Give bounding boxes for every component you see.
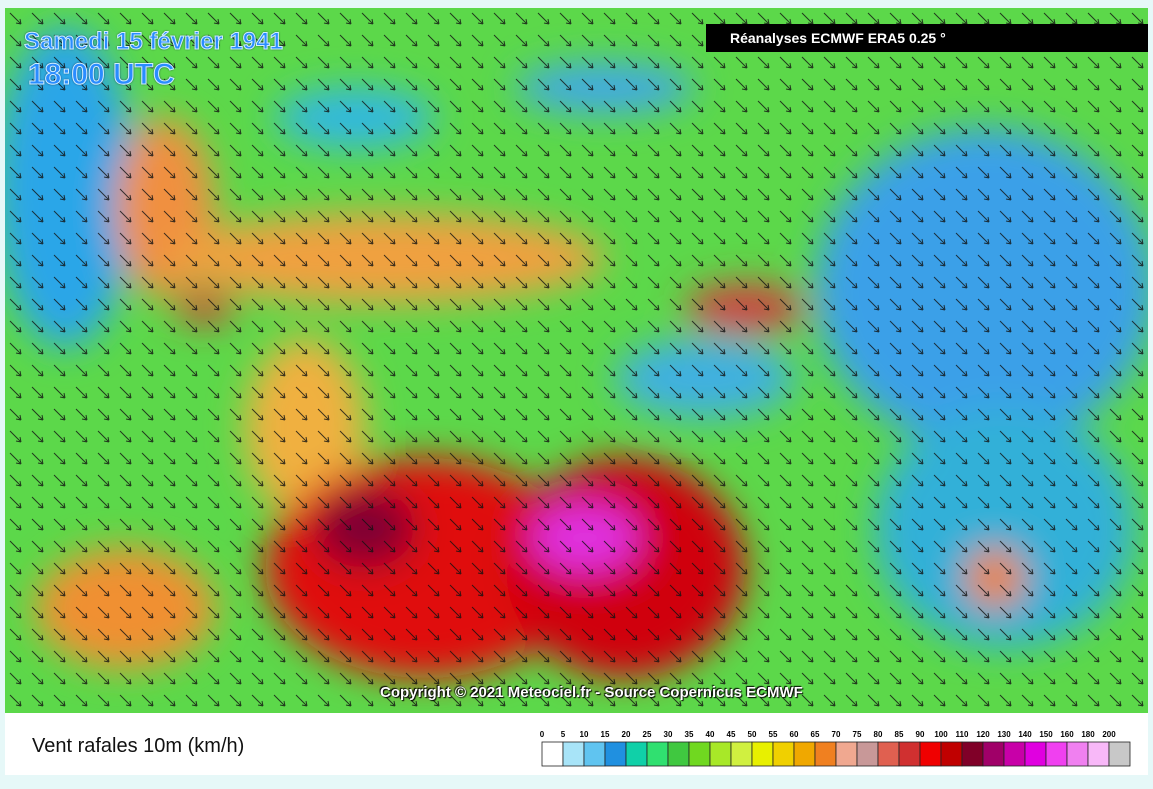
legend-label: 25 xyxy=(643,730,652,739)
legend-label: 130 xyxy=(997,730,1011,739)
legend-label: 180 xyxy=(1081,730,1095,739)
legend-label: 110 xyxy=(956,730,969,739)
legend-title: Vent rafales 10m (km/h) xyxy=(32,735,245,757)
legend-swatch xyxy=(1024,741,1047,767)
legend-swatch xyxy=(604,741,627,767)
legend-swatch xyxy=(940,741,963,767)
legend-label: 60 xyxy=(790,730,799,739)
date: Samedi 15 février 1941 xyxy=(24,28,284,56)
legend-swatch xyxy=(562,741,585,767)
legend-swatch xyxy=(667,741,690,767)
time: 18:00 UTC xyxy=(28,58,176,92)
legend-swatch xyxy=(814,741,837,767)
legend-label: 45 xyxy=(727,730,736,739)
legend-swatch xyxy=(688,741,711,767)
legend-label: 85 xyxy=(895,730,904,739)
legend-label: 0 xyxy=(540,730,545,739)
legend-swatch xyxy=(877,741,900,767)
legend-swatch xyxy=(898,741,921,767)
legend-swatch xyxy=(835,741,858,767)
legend-label: 160 xyxy=(1060,730,1074,739)
legend-label: 200 xyxy=(1102,730,1116,739)
legend-label: 40 xyxy=(706,730,715,739)
legend-label: 30 xyxy=(664,730,673,739)
legend-label: 70 xyxy=(832,730,841,739)
legend-swatch xyxy=(583,741,606,767)
legend-label: 20 xyxy=(622,730,631,739)
legend-swatch xyxy=(646,741,669,767)
legend-swatch xyxy=(751,741,774,767)
legend-label: 120 xyxy=(976,730,990,739)
color-scale: 0 5 10 15 20 25 30 35 40 45 50 55 60 65 70 75 80 85 90 100 1… xyxy=(540,730,1131,767)
legend-label: 150 xyxy=(1039,730,1053,739)
wind-map xyxy=(5,8,1148,713)
legend-swatch xyxy=(1066,741,1089,767)
legend-label: 5 xyxy=(561,730,566,739)
legend-label: 15 xyxy=(601,730,610,739)
legend-swatch xyxy=(541,741,564,767)
legend-label: 80 xyxy=(874,730,883,739)
copyright: Copyright © 2021 Meteociel.fr - Source C… xyxy=(380,684,803,701)
legend-swatch xyxy=(1003,741,1026,767)
legend-label: 90 xyxy=(916,730,925,739)
legend-swatch xyxy=(856,741,879,767)
legend-swatch xyxy=(730,741,753,767)
legend-swatch xyxy=(772,741,795,767)
wind-arrows xyxy=(5,8,1148,713)
legend-label: 65 xyxy=(811,730,820,739)
legend-swatch xyxy=(1108,741,1131,767)
legend-swatch xyxy=(793,741,816,767)
legend-label: 75 xyxy=(853,730,862,739)
source-label: Réanalyses ECMWF ERA5 0.25 ° xyxy=(706,24,1148,52)
legend-swatch xyxy=(919,741,942,767)
legend-swatch xyxy=(1087,741,1110,767)
legend-label: 100 xyxy=(934,730,948,739)
legend-swatch xyxy=(982,741,1005,767)
legend-swatch xyxy=(709,741,732,767)
legend-swatch xyxy=(1045,741,1068,767)
legend-label: 35 xyxy=(685,730,694,739)
legend-swatch xyxy=(625,741,648,767)
legend-label: 55 xyxy=(769,730,778,739)
legend-label: 50 xyxy=(748,730,757,739)
legend-swatch xyxy=(961,741,984,767)
legend-label: 140 xyxy=(1018,730,1032,739)
legend-label: 10 xyxy=(580,730,589,739)
